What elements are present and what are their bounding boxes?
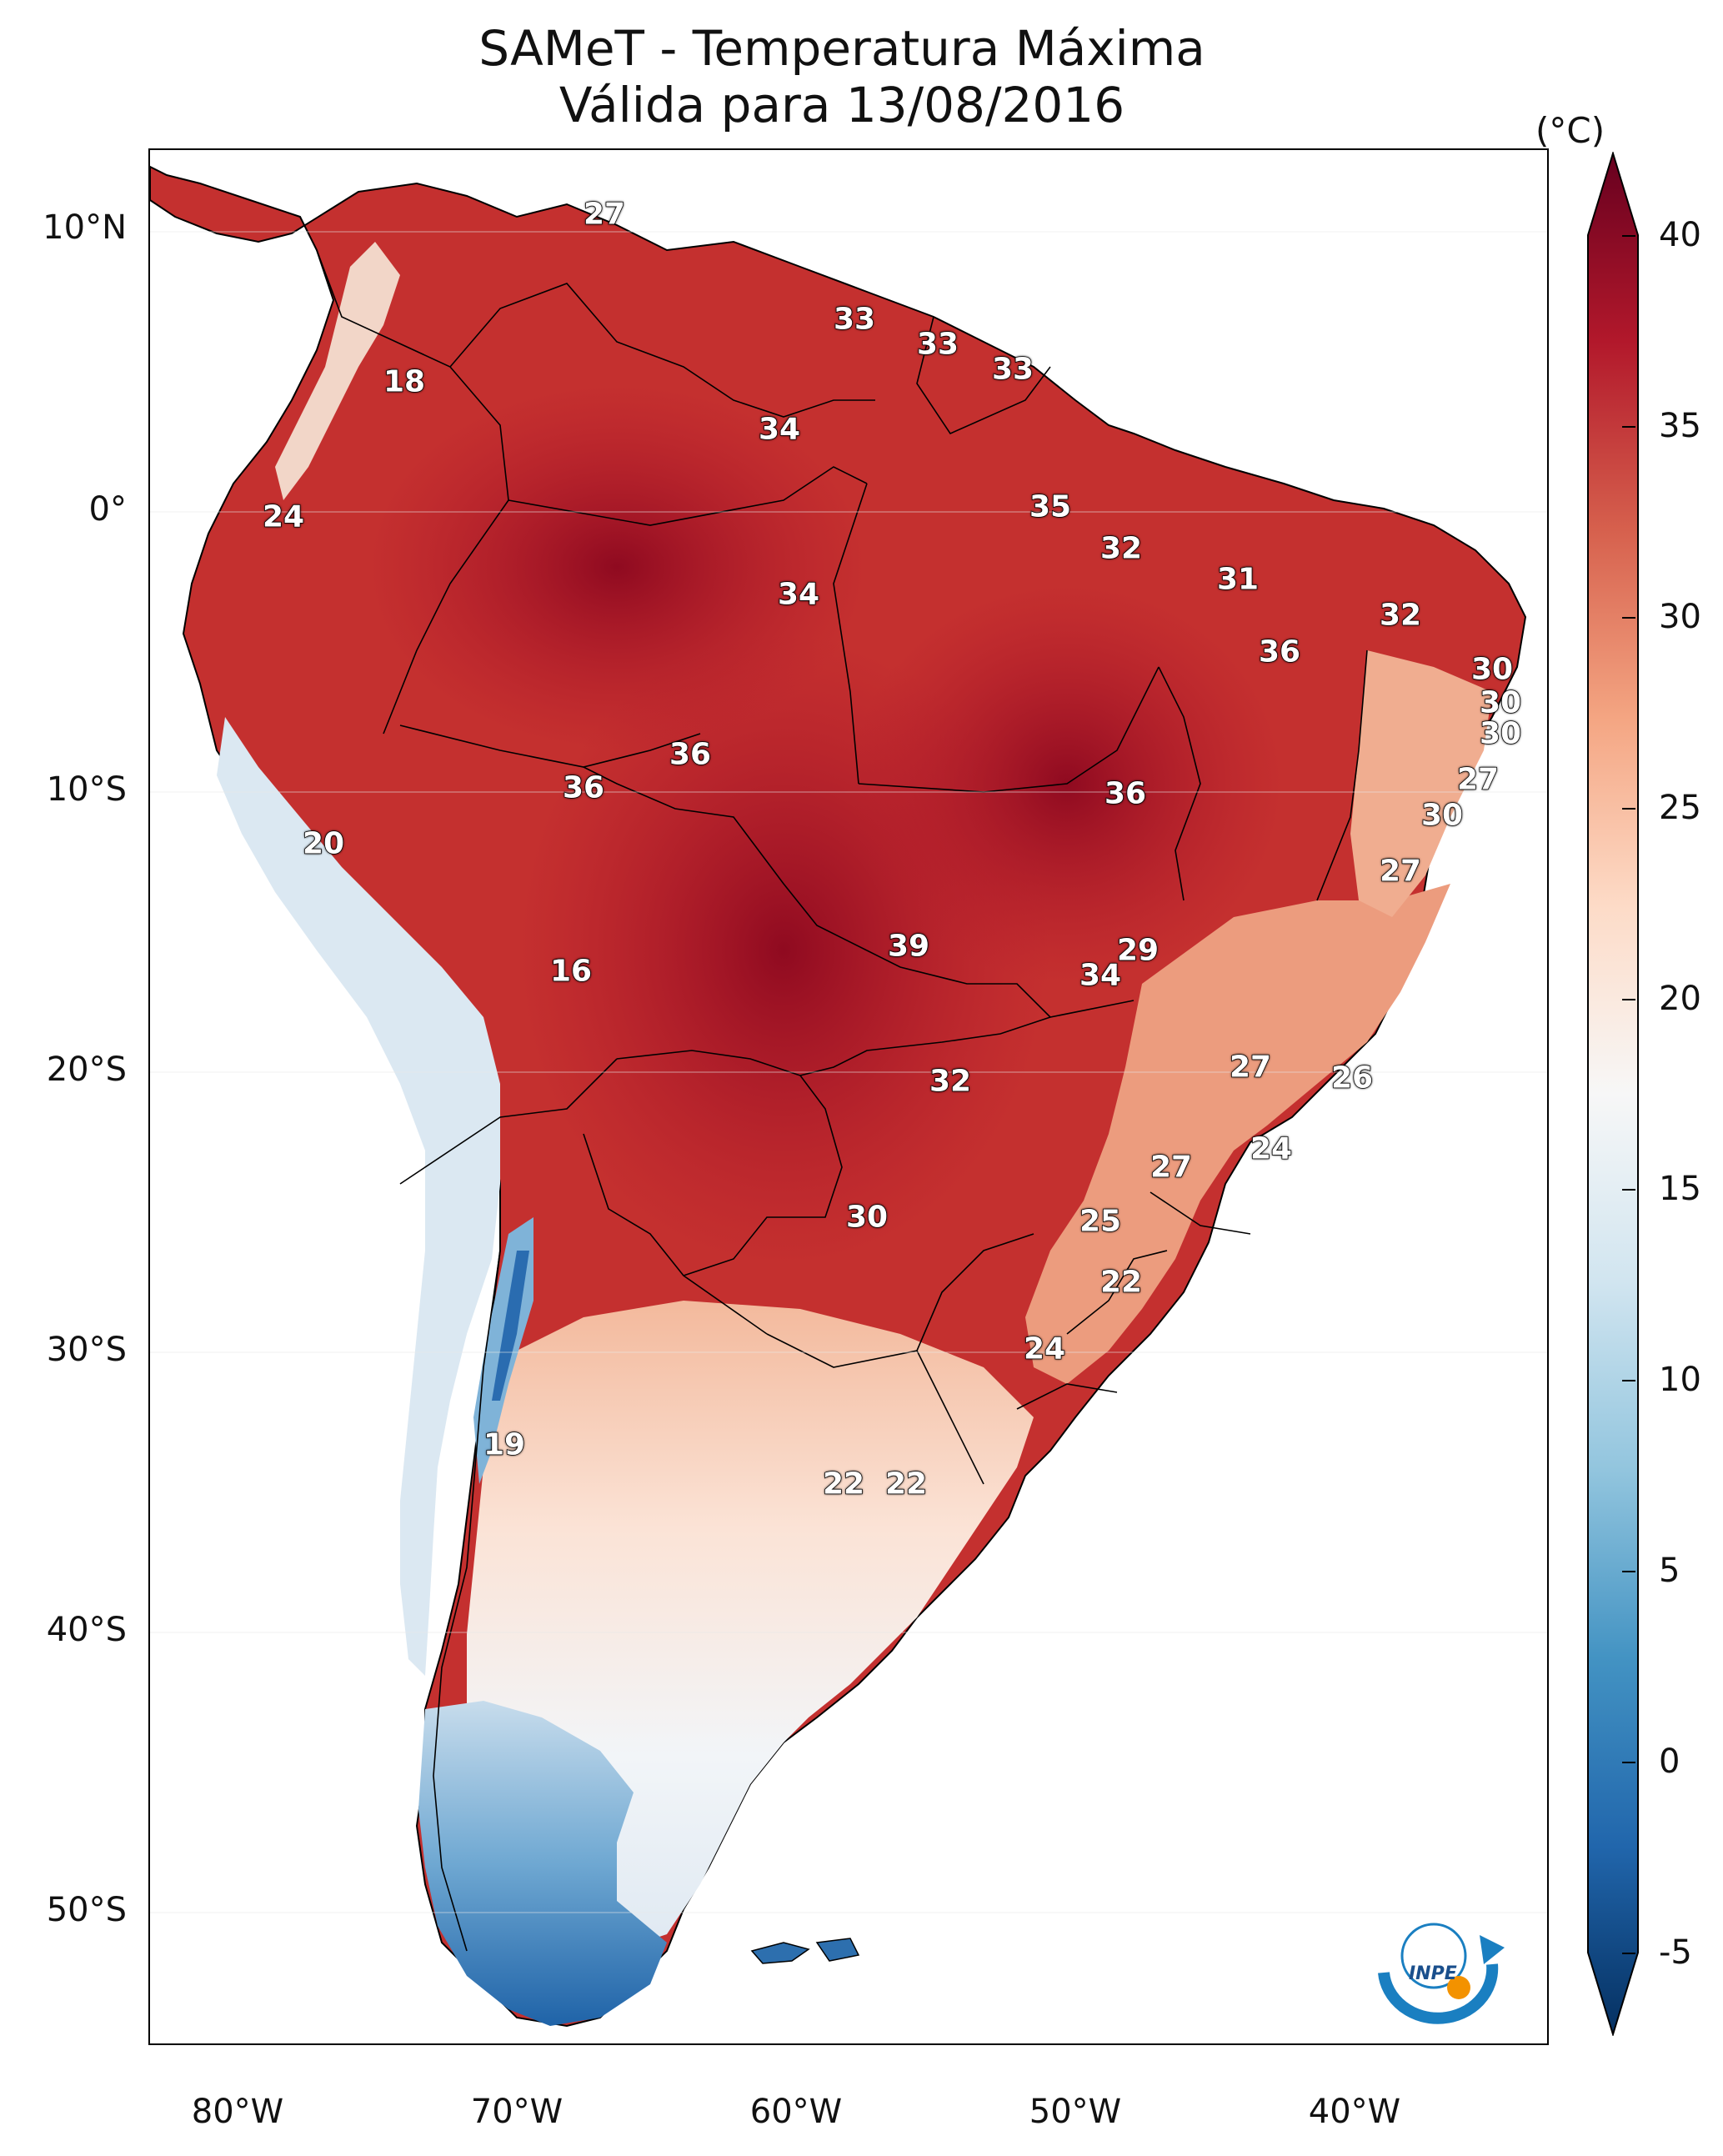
colorbar-tick-mark: [1622, 235, 1635, 237]
contour-label: 24: [1250, 1131, 1293, 1167]
colorbar-tick-mark: [1622, 807, 1635, 810]
contour-label: 39: [887, 929, 930, 965]
lat-label-10s: 10°S: [46, 770, 127, 809]
colorbar-tick-label: -5: [1659, 1933, 1692, 1972]
colorbar-tick-mark: [1622, 616, 1635, 619]
colorbar-tick-mark: [1622, 1189, 1635, 1191]
contour-label: 30: [1420, 798, 1464, 834]
colorbar-tick-label: 40: [1659, 216, 1701, 254]
contour-label: 32: [1099, 531, 1143, 567]
map-title: SAMeT - Temperatura Máxima: [478, 20, 1205, 77]
contour-label: 25: [1079, 1204, 1122, 1240]
contour-label: 27: [1150, 1150, 1193, 1186]
contour-label: 30: [1470, 652, 1514, 688]
contour-label: 24: [262, 499, 305, 535]
contour-label: 31: [1216, 562, 1260, 598]
lat-label-0: 0°: [88, 490, 127, 529]
contour-label: 19: [483, 1427, 526, 1463]
colorbar-tick-label: 20: [1659, 979, 1701, 1018]
colorbar-tick-label: 5: [1659, 1552, 1680, 1591]
colorbar-tick-label: 35: [1659, 406, 1701, 445]
contour-label: 27: [1456, 762, 1500, 798]
contour-label: 33: [991, 352, 1034, 388]
contour-label: 34: [758, 412, 801, 448]
contour-label: 36: [1104, 776, 1147, 812]
contour-label: 16: [549, 954, 593, 990]
contour-label: 20: [302, 826, 345, 862]
lon-label-50w: 50°W: [1029, 2093, 1122, 2131]
svg-text:INPE: INPE: [1409, 1963, 1457, 1984]
contour-label: 26: [1330, 1060, 1374, 1096]
contour-label: 36: [562, 770, 605, 806]
map-panel: [148, 148, 1549, 2045]
contour-label: 35: [1029, 489, 1072, 525]
colorbar-tick-mark: [1622, 1380, 1635, 1382]
contour-label: 30: [1479, 685, 1522, 721]
contour-label: 27: [1379, 854, 1422, 890]
contour-label: 27: [1229, 1050, 1272, 1086]
colorbar-tick-mark: [1622, 998, 1635, 1000]
contour-label: 22: [1099, 1265, 1143, 1301]
contour-label: 27: [583, 197, 626, 233]
colorbar-tick-label: 10: [1659, 1361, 1701, 1400]
contour-label: 33: [833, 302, 876, 338]
colorbar-tick-mark: [1622, 1953, 1635, 1954]
colorbar-tick-mark: [1622, 1762, 1635, 1764]
contour-label: 22: [884, 1467, 928, 1502]
colorbar-tick-label: 0: [1659, 1742, 1680, 1782]
temperature-colorbar: [1587, 152, 1639, 2036]
map-subtitle: Válida para 13/08/2016: [558, 77, 1125, 133]
contour-label: 34: [1079, 958, 1122, 994]
colorbar-tick-label: 30: [1659, 597, 1701, 636]
lon-label-60w: 60°W: [749, 2093, 843, 2131]
contour-label: 18: [383, 364, 426, 400]
contour-label: 30: [845, 1200, 889, 1236]
lon-label-80w: 80°W: [191, 2093, 284, 2131]
contour-label: 29: [1116, 933, 1160, 969]
lat-label-40s: 40°S: [46, 1611, 127, 1649]
contour-label: 30: [1479, 716, 1522, 752]
contour-label: 32: [1379, 598, 1422, 634]
lat-label-50s: 50°S: [46, 1891, 127, 1929]
colorbar-tick-label: 25: [1659, 788, 1701, 827]
contour-label: 34: [777, 577, 820, 613]
inpe-logo: INPE: [1378, 1923, 1505, 2024]
contour-label: 32: [929, 1064, 972, 1100]
contour-label: 24: [1023, 1331, 1066, 1367]
lon-label-40w: 40°W: [1308, 2093, 1401, 2131]
lat-label-20s: 20°S: [46, 1050, 127, 1089]
lat-label-30s: 30°S: [46, 1331, 127, 1369]
lat-label-10n: 10°N: [43, 208, 127, 247]
colorbar-tick-mark: [1622, 425, 1635, 428]
contour-label: 33: [916, 327, 959, 363]
contour-label: 36: [669, 737, 712, 773]
contour-label: 36: [1258, 634, 1301, 670]
lon-label-70w: 70°W: [470, 2093, 563, 2131]
colorbar-unit: (°C): [1535, 110, 1605, 151]
colorbar-tick-mark: [1622, 1571, 1635, 1573]
south-america-temperature-map: [150, 165, 1547, 2028]
contour-label: 22: [822, 1467, 865, 1502]
colorbar-tick-label: 15: [1659, 1170, 1701, 1209]
